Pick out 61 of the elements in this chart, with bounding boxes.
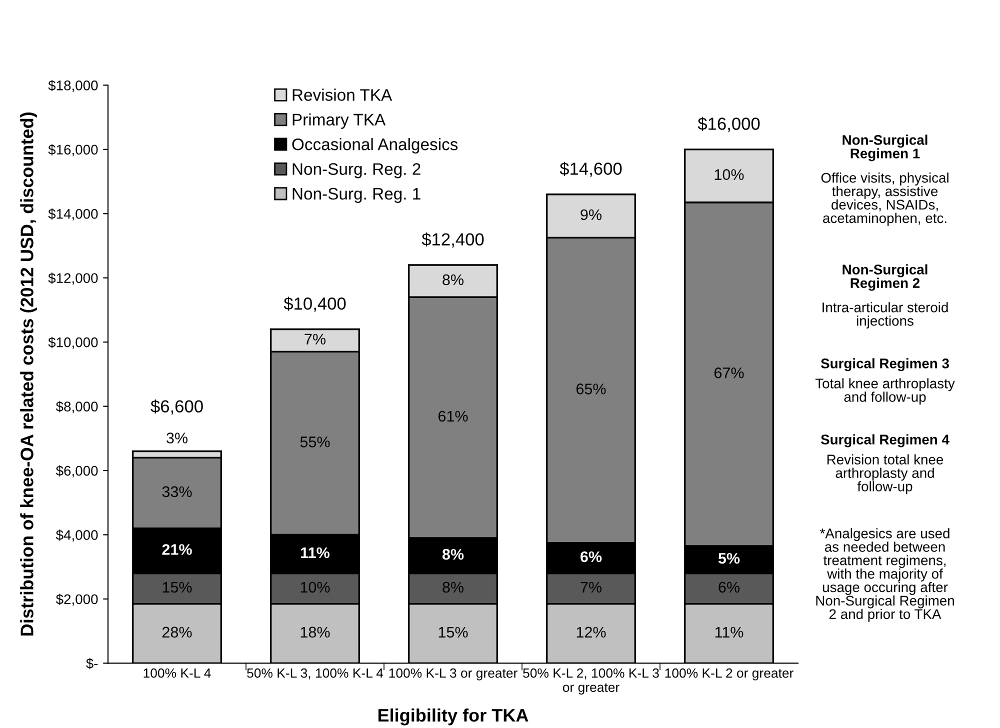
y-tick-label: $14,000	[48, 208, 98, 220]
y-tick-label: $6,000	[56, 465, 98, 478]
text: *Analgesics are used as needed between treatment regimens, with the majority of usage occuring after Non-Surgical Regimen 2 and prior to TKA	[816, 528, 954, 622]
annotation: 9%	[580, 209, 602, 220]
annotation: 21%	[162, 544, 192, 555]
annotation: 28%	[162, 626, 192, 638]
text: Surgical Regimen 4	[820, 434, 950, 448]
x-tick-label: 50% K-L 2, 100% K-L 3 or greater	[523, 668, 659, 695]
total-label: $16,000	[698, 116, 760, 132]
y-tick-label: $4,000	[56, 530, 98, 542]
annotation: 11%	[715, 626, 744, 638]
annotation: 15%	[162, 582, 192, 593]
annotation: 7%	[580, 582, 602, 593]
legend-label: Non-Surg. Reg. 1	[292, 188, 420, 203]
annotation: 67%	[714, 367, 744, 378]
legend-label: Occasional Analgesics	[292, 138, 458, 154]
x-tick-label: 100% K-L 3 or greater	[389, 668, 518, 680]
y-tick-label: $2,000	[56, 594, 98, 606]
annotation: 55%	[300, 436, 330, 448]
text: Non-Surgical Regimen 1	[842, 134, 928, 162]
y-tick-label: $12,000	[48, 272, 98, 285]
annotation: 8%	[442, 548, 464, 560]
annotation: 33%	[162, 486, 192, 498]
x-tick-label: 50% K-L 3, 100% K-L 4	[247, 668, 384, 680]
y-axis-title: Distribution of knee-OA related costs (2012 USD, discounted)	[20, 112, 37, 636]
annotation: 15%	[438, 626, 468, 638]
annotation: 3%	[166, 432, 188, 444]
text: Office visits, physical therapy, assistive devices, NSAIDs, acetaminophen, etc.	[821, 172, 948, 226]
y-tick-label: $16,000	[48, 144, 98, 156]
y-tick-label: $8,000	[56, 401, 98, 414]
annotation: 8%	[442, 582, 464, 593]
total-label: $6,600	[150, 399, 203, 415]
annotation: 18%	[300, 626, 330, 638]
x-tick-label: 100% K-L 2 or greater	[665, 668, 794, 680]
total-label: $10,400	[284, 296, 346, 312]
y-tick-label: $10,000	[48, 336, 98, 349]
text: Revision total knee arthroplasty and follow-up	[827, 454, 944, 494]
legend-label: Primary TKA	[292, 113, 386, 129]
annotation: 6%	[718, 582, 740, 593]
annotation: 65%	[576, 384, 606, 394]
annotation: 8%	[442, 274, 464, 286]
text: Surgical Regimen 3	[820, 358, 949, 372]
annotation: 6%	[580, 551, 602, 562]
annotation: 10%	[714, 169, 744, 180]
total-label: $12,400	[422, 232, 484, 248]
text: Intra-articular steroid injections	[822, 302, 948, 329]
annotation: 5%	[718, 552, 740, 564]
annotation: 7%	[304, 334, 326, 345]
legend-label: Non-Surg. Reg. 2	[292, 163, 420, 178]
y-tick-label: $18,000	[48, 80, 98, 92]
annotation: 10%	[300, 582, 330, 593]
legend-label: Revision TKA	[292, 88, 392, 101]
text: Non-Surgical Regimen 2	[842, 264, 928, 291]
x-axis-title: Eligibility for TKA	[378, 708, 528, 726]
y-tick-label: $-	[86, 658, 98, 670]
text: Total knee arthroplasty and follow-up	[815, 378, 955, 405]
annotation: 11%	[301, 547, 330, 558]
annotation: 61%	[438, 410, 468, 422]
x-tick-label: 100% K-L 4	[144, 668, 211, 678]
annotation: 12%	[576, 626, 606, 638]
total-label: $14,600	[560, 162, 622, 177]
